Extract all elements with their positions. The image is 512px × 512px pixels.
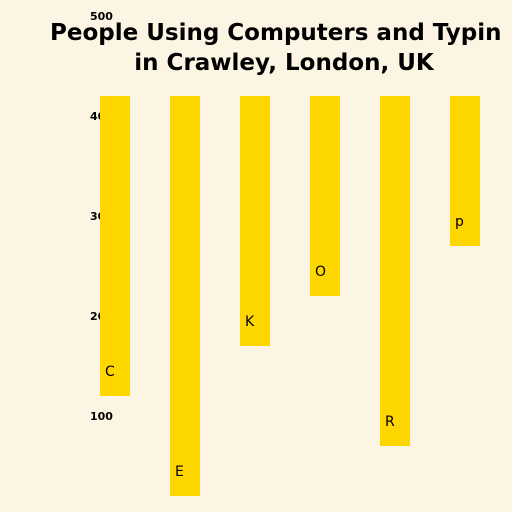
bar-label-3: O <box>315 264 326 280</box>
bar-label-0: C <box>105 364 115 380</box>
bar-2 <box>240 96 270 346</box>
bar-1 <box>170 96 200 496</box>
bar-label-5: p  <box>455 214 464 230</box>
chart-title-line-2: in Crawley, London, UK <box>134 50 435 76</box>
y-tick-label: 100 <box>90 410 113 423</box>
bar-label-1: E <box>175 464 184 480</box>
bar-4 <box>380 96 410 446</box>
bar-0 <box>100 96 130 396</box>
bar-label-2: K <box>245 314 255 330</box>
bar-label-4: R <box>385 414 395 430</box>
chart-title-line-1: People Using Computers and Typin <box>50 20 501 46</box>
